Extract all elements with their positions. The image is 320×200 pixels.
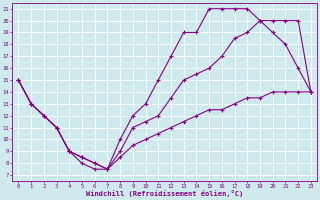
X-axis label: Windchill (Refroidissement éolien,°C): Windchill (Refroidissement éolien,°C) — [86, 190, 243, 197]
